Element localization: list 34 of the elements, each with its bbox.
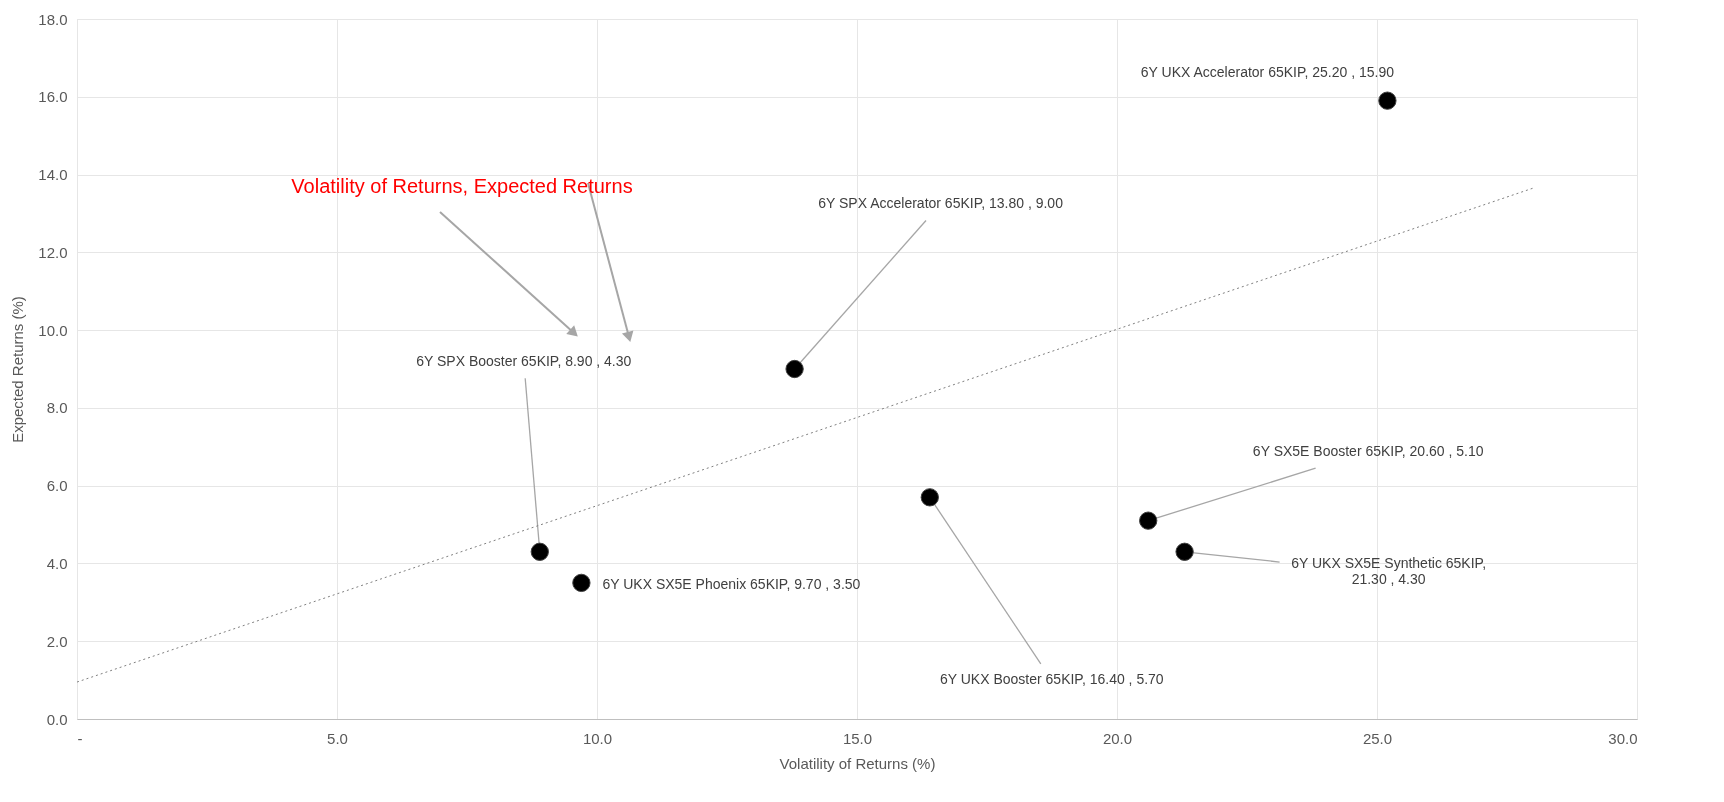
y-axis-title: Expected Returns (%) xyxy=(9,296,27,443)
x-tick-label: 10.0 xyxy=(582,729,613,747)
data-label: 6Y UKX Booster 65KIP, 16.40 , 5.70 xyxy=(939,671,1164,688)
y-tick-label: 2.0 xyxy=(46,632,68,650)
point xyxy=(1175,542,1194,561)
x-tick-label: 5.0 xyxy=(327,729,348,747)
y-tick-label: 14.0 xyxy=(38,166,68,184)
data-label: 6Y UKX SX5E Synthetic 65KIP, 21.30 , 4.30 xyxy=(1291,555,1487,588)
data-label: 6Y SPX Booster 65KIP, 8.90 , 4.30 xyxy=(416,352,632,369)
point xyxy=(920,488,939,507)
x-tick-label: 15.0 xyxy=(842,729,873,747)
x-tick-label: 20.0 xyxy=(1102,729,1133,747)
data-label: 6Y UKX Accelerator 65KIP, 25.20 , 15.90 xyxy=(1140,63,1395,80)
y-tick-label: 18.0 xyxy=(38,10,68,28)
data-label: 6Y UKX SX5E Phoenix 65KIP, 9.70 , 3.50 xyxy=(602,575,861,592)
data-label: 6Y SX5E Booster 65KIP, 20.60 , 5.10 xyxy=(1252,442,1484,459)
y-tick-label: 10.0 xyxy=(38,321,68,339)
x-tick-label: - xyxy=(77,729,83,747)
point xyxy=(1378,91,1397,110)
y-tick-label: 16.0 xyxy=(38,88,68,106)
y-tick-label: 0.0 xyxy=(46,710,68,728)
x-tick-label: 25.0 xyxy=(1362,729,1393,747)
x-tick-label: 30.0 xyxy=(1608,729,1638,747)
y-tick-label: 12.0 xyxy=(38,243,68,261)
x-axis-title: Volatility of Returns (%) xyxy=(779,754,936,772)
data-label: 6Y SPX Accelerator 65KIP, 13.80 , 9.00 xyxy=(818,195,1064,211)
point xyxy=(1139,511,1158,530)
point xyxy=(785,359,804,379)
y-tick-label: 8.0 xyxy=(46,399,68,417)
y-tick-label: 4.0 xyxy=(46,554,68,572)
y-tick-label: 6.0 xyxy=(46,477,68,495)
point xyxy=(572,573,591,593)
annotation: Volatility of Returns, Expected Returns xyxy=(291,175,633,197)
point xyxy=(530,542,549,561)
